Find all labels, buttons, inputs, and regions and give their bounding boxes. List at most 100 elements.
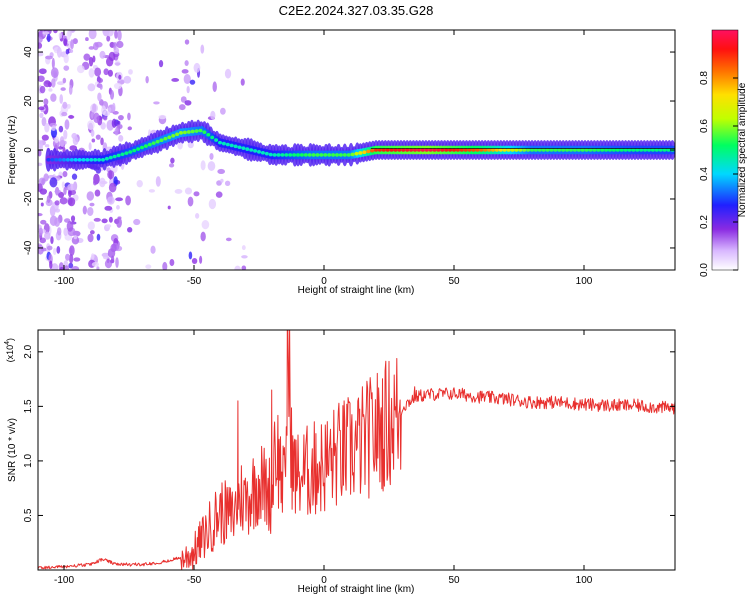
spectrogram-y-ticks: -40 -20 0 20 40 (23, 46, 675, 255)
ridge-core (409, 148, 414, 152)
spectrogram-speckle (68, 262, 74, 269)
ridge-core (190, 129, 195, 134)
spectrogram-speckle (66, 30, 71, 41)
ridge-core (159, 138, 164, 143)
spectrogram-speckle (41, 117, 47, 127)
spectrogram-speckle (50, 93, 57, 102)
spectrogram-speckle (184, 100, 192, 106)
ridge-core (237, 145, 242, 150)
ridge-core (132, 148, 137, 153)
ridge-core (565, 148, 570, 152)
spectrogram-speckle (162, 261, 168, 270)
spectrogram-speckle (145, 264, 152, 269)
ridge-core (315, 153, 320, 157)
colorbar-ticks: 0.0 0.2 0.4 0.6 0.8 (699, 71, 738, 277)
spectrogram-y-tick-label: 20 (23, 95, 34, 107)
spectrogram-speckle (54, 217, 61, 227)
spectrogram-speckle (224, 180, 231, 187)
spectrogram-speckle (103, 116, 108, 121)
spectrogram-speckle (127, 227, 133, 233)
ridge-core (128, 150, 133, 154)
spectrogram-speckle (38, 75, 45, 82)
spectrogram-speckle (69, 253, 74, 264)
spectrogram-speckle (100, 137, 104, 146)
ridge-core (229, 143, 234, 148)
spectrogram-speckle (82, 205, 87, 215)
spectrogram-speckle (59, 136, 65, 148)
ridge-core (635, 148, 640, 152)
spectrogram-speckle (118, 115, 124, 121)
spectrogram-speckle (241, 245, 246, 251)
snr-y-ticks: 0.5 1.0 1.5 2.0 (23, 344, 675, 522)
ridge-core (572, 148, 577, 152)
ridge-core (143, 144, 148, 148)
spectrogram-speckle (68, 115, 75, 119)
spectrogram-speckle (116, 120, 121, 126)
ridge-core (104, 156, 109, 161)
spectrogram-speckle (178, 104, 186, 111)
spectrogram-speckle (97, 92, 102, 102)
ridge-core (58, 157, 63, 162)
ridge-core (452, 148, 456, 152)
ridge-core (643, 148, 648, 152)
ridge-core (338, 153, 343, 157)
ridge-core (296, 153, 300, 157)
ridge-core (533, 148, 538, 152)
spectrogram-speckle (56, 246, 61, 254)
spectrogram-speckle (63, 65, 70, 71)
ridge-core (631, 148, 636, 152)
spectrogram-speckle (158, 114, 167, 120)
spectrogram-speckle (50, 67, 59, 79)
spectrogram-speckle (117, 30, 122, 41)
spectrogram-speckle (184, 187, 193, 195)
ridge-core (186, 130, 191, 134)
spectrogram-speckle (201, 219, 210, 230)
ridge-core (335, 153, 339, 157)
ridge-core (416, 148, 421, 152)
spectrogram-speckle (116, 217, 122, 228)
spectrogram-speckle (38, 162, 43, 167)
spectrogram-speckle (145, 75, 149, 84)
spectrogram-y-tick-label: 0 (23, 147, 34, 153)
spectrogram-speckle (153, 101, 160, 105)
spectrogram-speckle (62, 101, 68, 109)
ridge-core (666, 148, 671, 152)
spectrogram-speckle (92, 55, 96, 63)
spectrogram-speckle (46, 195, 51, 204)
svg-text:(x104): (x104) (4, 338, 15, 362)
figure-title: C2E2.2024.327.03.35.G28 (279, 3, 434, 18)
ridge-core (494, 148, 499, 152)
spectrogram-speckle (63, 227, 68, 237)
ridge-core (140, 145, 144, 150)
spectrogram-speckle (177, 141, 183, 150)
ridge-core (327, 153, 332, 157)
ridge-core (393, 148, 398, 152)
spectrogram-speckle (62, 170, 68, 178)
spectrogram-speckle (54, 208, 61, 213)
ridge-core (311, 153, 316, 157)
snr-panel: -100 -50 0 50 100 0.5 1.0 1.5 2.0 Height of str… (4, 329, 676, 595)
ridge-core (85, 157, 90, 162)
spectrogram-speckle (51, 57, 55, 69)
spectrogram-speckle (64, 119, 70, 130)
spectrogram-speckle (100, 122, 106, 130)
ridge-core (147, 142, 152, 147)
ridge-core (514, 148, 519, 152)
ridge-core (604, 148, 609, 152)
spectrogram-speckle (69, 145, 78, 151)
ridge-core (101, 157, 105, 162)
ridge-core (440, 148, 445, 152)
spectrogram-speckle (241, 255, 248, 259)
spectrogram-speckle (67, 183, 76, 191)
spectrogram-speckle (64, 265, 70, 270)
ridge-core (377, 148, 382, 152)
spectrogram-speckle (46, 33, 51, 43)
spectrogram-speckle (184, 60, 189, 66)
spectrogram-speckle (110, 243, 117, 253)
spectrogram-speckle (99, 84, 103, 90)
spectrogram-speckle (103, 68, 109, 76)
spectrogram-speckle (39, 112, 44, 119)
spectrogram-speckle (56, 47, 62, 58)
spectrogram-speckle (45, 55, 53, 60)
